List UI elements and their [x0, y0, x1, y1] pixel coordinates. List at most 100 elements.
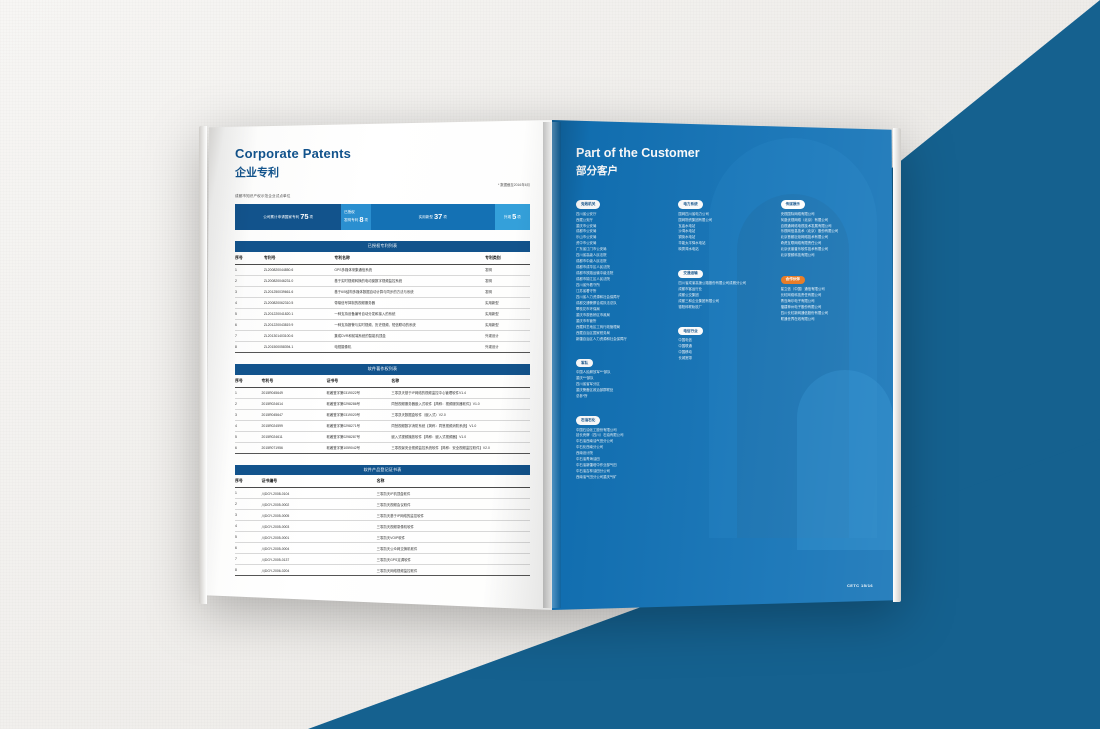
customer-category: 党政机关 四川省公安厅 西藏公安厅 重庆市公安局 成都市公安局 乐山市公安局 资中市公安局广… — [576, 192, 670, 343]
table-cell: 4 — [235, 520, 262, 533]
list-item: 西南油气田分公司重庆气矿 — [576, 475, 617, 480]
table-cell: 基于实时视频转换的电动窗数字视频监控系统 — [334, 275, 486, 287]
table-cell: 带噪信号抑制的视频服务器 — [334, 297, 486, 309]
list-item: 攀枝花市环保局 — [576, 306, 600, 311]
table-cell: 川DGY-2005-0001 — [261, 531, 377, 544]
table-cell: 6 — [235, 319, 264, 331]
table-cell: 2015R045649 — [261, 387, 327, 399]
customer-category: 合作伙伴 星立信（中国）通信有限公司 长虹网络科技责任有限公司 青岛海尔电子有限公司福… — [780, 267, 875, 323]
column-header: 专利号 — [261, 374, 327, 388]
table-row: 4 2015R024599 软著登字第0298271号 同慧视频数字消防系统【简称：同… — [235, 420, 530, 432]
list-item: 乐视网信息技术（北京）股份有限公司 — [780, 229, 839, 234]
list-item: 长虹网络科技责任有限公司 — [780, 292, 822, 297]
table-row: 2 ZL200820046231.0 基于实时视频转换的电动窗数字视频监控系统 发明 — [235, 275, 530, 287]
table-cell: 川DGY-2005-0137 — [261, 553, 377, 566]
list-item: 广东省江门市公安局 — [576, 247, 607, 252]
category-badge: 传媒娱乐 — [780, 200, 806, 209]
list-item: 四川长虹新网通信股份有限公司 — [780, 310, 829, 315]
list-item: 长城宽带 — [678, 356, 692, 361]
table-cell: 软著登字第0298287号 — [326, 431, 392, 443]
table-cell: 软著登字第1059042号 — [326, 442, 392, 454]
column-header: 序号 — [235, 374, 262, 388]
list-item: 德阳科联轨枕厂 — [678, 304, 703, 309]
table-cell: 三零凯天基于IP网络的视频监控中心管理软件V1.4 — [391, 387, 530, 399]
list-item: 四川省高级人民法院 — [576, 253, 607, 258]
table-cell: 川DGY-2005-0002 — [261, 498, 377, 511]
table-cell: ZL201500058394.1 — [263, 341, 335, 353]
list-item: 中国电信 — [678, 338, 692, 343]
category-badge: 石油石化 — [576, 416, 601, 425]
list-item: 青岛海尔电子有限公司 — [780, 298, 815, 303]
list-item: 资中市公安局 — [576, 241, 597, 246]
category-badge: 电信行业 — [678, 327, 703, 336]
stat-segment-1: 公司累计申请国家专利75项 — [235, 204, 342, 230]
column-header: 证书号 — [326, 374, 392, 388]
table-cell: 7 — [235, 553, 262, 566]
table-row: 4 川DGY-2005-0003 三零凯天视频录像机软件 — [235, 520, 530, 533]
table-row: 5 2015R024611 软著登字第0298287号 嵌入式视频播放软件【简称：嵌入… — [235, 431, 530, 443]
table-row: 5 川DGY-2005-0001 三零凯天VOIP软件 — [235, 531, 530, 544]
list-item: 中石油吉林油田分公司 — [576, 469, 610, 474]
stat-segment-3: 实用新型37项 — [370, 204, 495, 230]
table-cell: 发明 — [485, 264, 530, 276]
customer-list: 中国石油化工股份有限公司 延长壳牌（四川）石油有限公司 中石油西南油气田分公司 中石化… — [576, 428, 670, 482]
table-cell: 实用新型 — [485, 319, 530, 331]
table-cell: 6 — [235, 442, 262, 454]
table-cell: ZL201220041820.1 — [263, 308, 335, 320]
subnote: 成都市知识产权示范企业试点单位 — [235, 194, 291, 198]
table-cell: 4 — [235, 420, 262, 432]
table-cell: 一种支持报警与实时视频、历史视频、短信联动的系统 — [334, 319, 486, 331]
table-row: 5 ZL201220041820.1 一种支持设备编号自动分发和接入的系统 实用新型 — [235, 308, 530, 320]
table-row: 3 ZL201250039661.6 基于6/5结构多媒体数据自动计算与同步的方法与… — [235, 286, 530, 298]
table-cell: 发明 — [485, 275, 530, 287]
list-item: 星立信（中国）通信有限公司 — [780, 286, 825, 291]
table-cell: 三零凯天网络视频监控软件 — [376, 564, 530, 577]
list-item: 中国移动 — [678, 350, 692, 355]
table-cell: ZL201250039661.6 — [263, 286, 335, 298]
table-cell: 软著登字第0298286号 — [326, 398, 392, 410]
table-cell: 三零凯天视频录像机软件 — [376, 520, 530, 533]
table-cell: 软著登字第0319020号 — [326, 409, 392, 421]
page-edge-right — [893, 128, 901, 602]
asterisk-note: * 数据截至2016年6月 — [497, 183, 530, 187]
table-cell: 川DGY-2006-0204 — [261, 564, 377, 577]
list-item: 联通世界在线有限公司 — [780, 316, 815, 321]
table-row: 6 2015R071956 软著登字第1059042号 三零视景安全视频监控系统软件【… — [235, 442, 530, 454]
page-title-en: Corporate Patents — [235, 146, 352, 161]
list-item: 福建神州电子股份有限公司 — [780, 304, 822, 309]
category-badge: 军队 — [576, 358, 594, 368]
column-header: 专利号 — [263, 251, 335, 265]
table-cell: ZL200820062310.5 — [263, 297, 335, 309]
right-page: Part of the Customer 部分客户 党政机关 四川省公安厅 西藏公安… — [552, 120, 895, 610]
table-row: 2 川DGY-2005-0002 三零凯天视频会议软件 — [235, 498, 530, 511]
table-cell: 5 — [235, 308, 264, 320]
customer-list: 星立信（中国）通信有限公司 长虹网络科技责任有限公司 青岛海尔电子有限公司 福建神州电… — [781, 287, 875, 323]
magazine-spread: Corporate Patents 企业专利 成都市知识产权示范企业试点单位 *… — [199, 120, 901, 610]
list-item: 成都市客运行业 — [678, 286, 703, 291]
customer-category: 传媒娱乐 央视国际网络有限公司 凤凰优视网络（北京）有限公司 百视通网络电视技术发展有… — [780, 192, 875, 259]
list-item: 中石油西南油气田分公司 — [576, 439, 614, 444]
table-cell: 基于6/5结构多媒体数据自动计算与同步的方法与系统 — [334, 286, 486, 298]
list-item: 成都交通警察合成执法总队 — [576, 300, 617, 305]
table-row: 8 川DGY-2006-0204 三零凯天网络视频监控软件 — [235, 564, 530, 577]
category-badge: 党政机关 — [576, 200, 601, 209]
category-badge: 交通运输 — [678, 269, 703, 278]
list-item: 成都市中级人民法院 — [576, 259, 607, 264]
table-cell: 2015R024614 — [261, 398, 327, 410]
table-cell: 2015R071956 — [261, 442, 327, 454]
table-header-row: 序号 专利号 证书号 名称 — [235, 374, 530, 388]
list-item: 西藏林芝地区工商行政管理局 — [576, 324, 621, 329]
right-page-content: Part of the Customer 部分客户 党政机关 四川省公安厅 西藏公安… — [552, 120, 895, 610]
list-item: 成都市锦江区人民法院 — [576, 277, 610, 282]
table-row: 1 2015R045649 软著登字第0319022号 三零凯天基于IP网络的视频监控… — [235, 387, 530, 399]
list-item: 国网物资集团有限公司 — [678, 217, 713, 222]
table-row: 3 川DGY-2005-0005 三零凯天基于IP网络的监控软件 — [235, 509, 530, 522]
list-item: 重庆警备区政治部群联处 — [576, 388, 614, 393]
list-item: 中石油青海油田 — [576, 457, 600, 462]
table-row: 8 ZL201500058394.1 电视摄像机 外观设计 — [235, 341, 530, 353]
list-item: 西藏公安厅 — [576, 217, 593, 222]
customer-title-cn: 部分客户 — [576, 165, 618, 177]
table-row: 7 ZL201301403100.6 集成DVR和前端系统的智能机顶盒 外观设计 — [235, 330, 530, 342]
table-caption: 软件产品登记证书表 — [235, 464, 530, 476]
